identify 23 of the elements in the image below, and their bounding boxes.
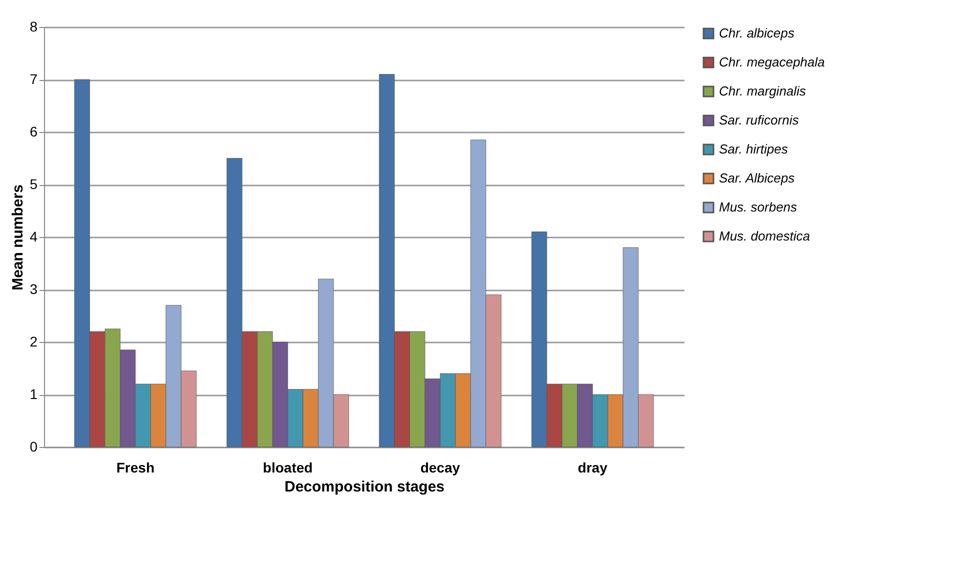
y-tick-label: 3 [30,281,38,297]
legend-label: Mus. domestica [719,228,810,244]
legend-label: Chr. marginalis [719,84,806,98]
x-axis-title: Decomposition stages [284,478,445,496]
y-axis-title: Mean numbers [10,184,27,290]
y-tick-label: 1 [30,386,38,402]
legend-label: Sar. ruficornis [719,112,800,128]
x-tick-label: dray [578,460,608,476]
legend-label: Mus. sorbens [719,200,798,214]
y-tick-label: 2 [30,334,38,350]
x-tick-label: decay [420,460,460,476]
legend-label: Chr. megacephala [719,54,825,70]
y-tick-label: 0 [30,438,38,454]
y-tick-label: 4 [30,228,38,244]
legend-label: Sar. Albiceps [719,170,796,186]
legend-label: Sar. hirtipes [719,142,788,156]
x-tick-label: Fresh [116,460,154,476]
y-tick-label: 6 [30,124,38,140]
y-tick-label: 7 [30,71,38,87]
legend-label: Chr. albiceps [719,26,795,40]
x-tick-label: bloated [262,460,313,476]
y-tick-label: 8 [30,18,38,34]
y-tick-label: 5 [30,176,38,192]
